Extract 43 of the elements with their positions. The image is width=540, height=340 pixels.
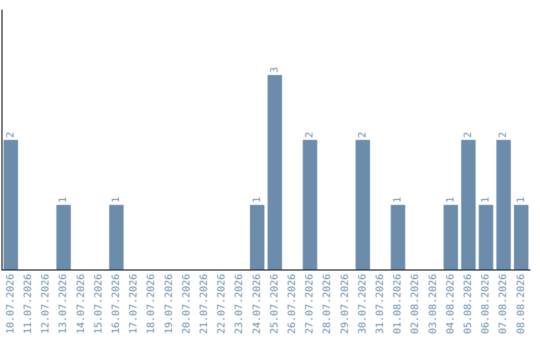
x-tick-label: 13.07.2026: [58, 274, 70, 334]
data-label: 1: [110, 196, 122, 203]
x-tick-label: 19.07.2026: [164, 274, 175, 334]
x-tick-label: 15.07.2026: [93, 274, 104, 334]
x-tick-label: 01.08.2026: [392, 274, 404, 334]
x-tick-label: 03.08.2026: [428, 274, 439, 334]
x-tick-label: 08.08.2026: [516, 274, 527, 334]
data-label: 1: [58, 196, 70, 203]
x-tick-label: 04.08.2026: [445, 274, 456, 334]
x-tick-label: 16.07.2026: [110, 274, 122, 334]
x-tick-label: 23.07.2026: [234, 274, 246, 334]
data-label: 2: [462, 132, 474, 138]
data-label: 1: [392, 196, 404, 203]
data-label: 2: [498, 132, 510, 138]
x-tick-label: 02.08.2026: [410, 274, 422, 334]
x-tick-label: 12.07.2026: [40, 274, 52, 334]
x-tick-label: 21.07.2026: [198, 274, 210, 334]
x-tick-label: 05.08.2026: [462, 274, 474, 334]
x-tick-label: 27.07.2026: [304, 274, 316, 334]
x-tick-label: 26.07.2026: [286, 274, 298, 334]
x-tick-label: 30.07.2026: [357, 274, 368, 334]
data-label: 2: [304, 132, 316, 138]
data-label: 2: [5, 132, 16, 138]
data-label: 1: [252, 196, 263, 203]
x-tick-label: 18.07.2026: [146, 274, 158, 334]
data-label: 2: [357, 132, 368, 138]
x-tick-label: 31.07.2026: [374, 274, 386, 334]
x-tick-label: 07.08.2026: [498, 274, 510, 334]
data-label: 1: [445, 196, 456, 203]
x-tick-label: 14.07.2026: [76, 274, 87, 334]
data-label: 3: [269, 66, 280, 73]
data-label: 1: [480, 196, 492, 203]
x-tick-label: 06.08.2026: [480, 274, 492, 334]
x-tick-label: 17.07.2026: [128, 274, 140, 334]
x-tick-label: 28.07.2026: [322, 274, 334, 334]
x-tick-label: 24.07.2026: [252, 274, 263, 334]
x-tick-label: 10.07.2026: [5, 274, 16, 334]
data-label: 1: [516, 196, 527, 203]
x-tick-label: 22.07.2026: [216, 274, 228, 334]
x-tick-label: 25.07.2026: [269, 274, 280, 334]
x-tick-label: 11.07.2026: [22, 274, 34, 334]
x-tick-label: 29.07.2026: [340, 274, 351, 334]
x-tick-label: 20.07.2026: [181, 274, 192, 334]
